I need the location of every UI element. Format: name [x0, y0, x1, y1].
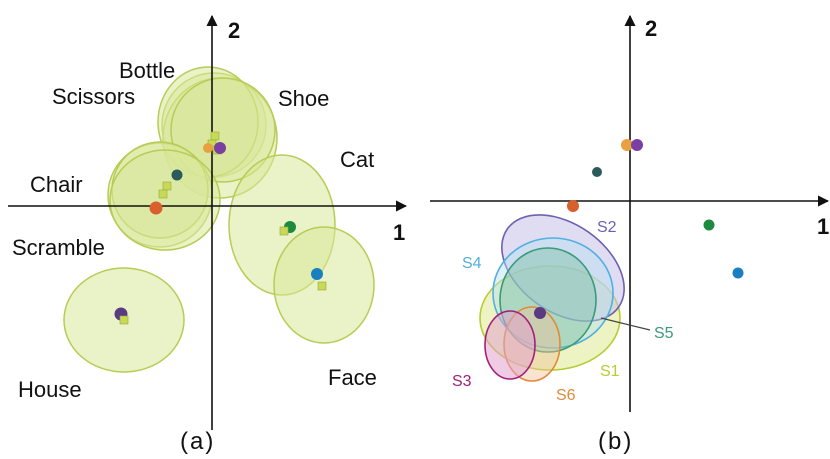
face-dot — [732, 267, 744, 279]
bottle-dot — [621, 139, 633, 151]
s5-leader-line — [600, 317, 651, 331]
label-s4: S4 — [462, 255, 482, 272]
panel-a: 1 2 Bottle Scissors Shoe Cat Chair Scram… — [8, 14, 408, 455]
cat-dot — [703, 219, 715, 231]
face-dot — [311, 268, 323, 280]
x-axis-label-b: 1 — [817, 214, 829, 239]
shoe-dot — [631, 139, 643, 151]
ellipse-scramble-1 — [109, 149, 221, 251]
y-axis-label-a: 2 — [228, 18, 240, 43]
ellipse-shoe-1 — [170, 77, 276, 183]
x-axis-label-a: 1 — [393, 220, 405, 245]
caption-b: (b) — [598, 428, 633, 455]
label-bottle: Bottle — [119, 58, 175, 83]
subject-ellipses — [479, 214, 625, 382]
square-marker — [279, 226, 289, 236]
square-marker — [119, 315, 129, 325]
category-ellipses — [63, 66, 375, 373]
panel-b: 1 2 S2 S4 S5 S1 S3 S6 (b) — [430, 14, 829, 455]
square-marker — [158, 189, 168, 199]
label-s2: S2 — [597, 219, 617, 236]
label-shoe: Shoe — [278, 86, 329, 111]
label-s3: S3 — [452, 373, 472, 390]
label-face: Face — [328, 365, 377, 390]
scramble-dot — [567, 200, 579, 212]
label-s1: S1 — [600, 363, 620, 380]
y-axis-label-b: 2 — [645, 16, 657, 41]
category-markers — [114, 131, 327, 325]
category-markers-b — [534, 139, 744, 319]
square-marker — [317, 281, 327, 291]
label-house: House — [18, 377, 82, 402]
square-marker — [162, 181, 172, 191]
chair-dot — [592, 167, 602, 177]
scramble-dot — [149, 201, 163, 215]
house-dot — [534, 307, 546, 319]
square-marker — [210, 131, 220, 141]
label-cat: Cat — [340, 147, 374, 172]
chair-dot — [171, 169, 183, 181]
label-scissors: Scissors — [52, 84, 135, 109]
label-s6: S6 — [556, 387, 576, 404]
label-scramble: Scramble — [12, 235, 105, 260]
bottle-dot — [203, 143, 213, 153]
shoe-dot — [214, 142, 226, 154]
ellipse-s3 — [484, 310, 536, 380]
label-s5: S5 — [654, 325, 674, 342]
caption-a: (a) — [180, 428, 215, 455]
label-chair: Chair — [30, 172, 83, 197]
